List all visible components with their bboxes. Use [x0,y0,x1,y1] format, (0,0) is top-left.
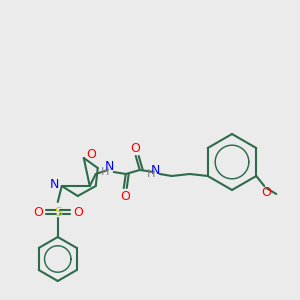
Text: O: O [33,206,43,218]
Text: O: O [130,142,140,154]
Text: N: N [105,160,114,173]
Text: H: H [147,169,155,179]
Text: O: O [73,206,83,218]
Text: S: S [54,206,62,218]
Text: N: N [50,178,59,190]
Text: O: O [86,148,96,161]
Text: H: H [100,167,109,177]
Text: O: O [261,185,271,199]
Text: N: N [151,164,160,176]
Text: O: O [120,190,130,202]
